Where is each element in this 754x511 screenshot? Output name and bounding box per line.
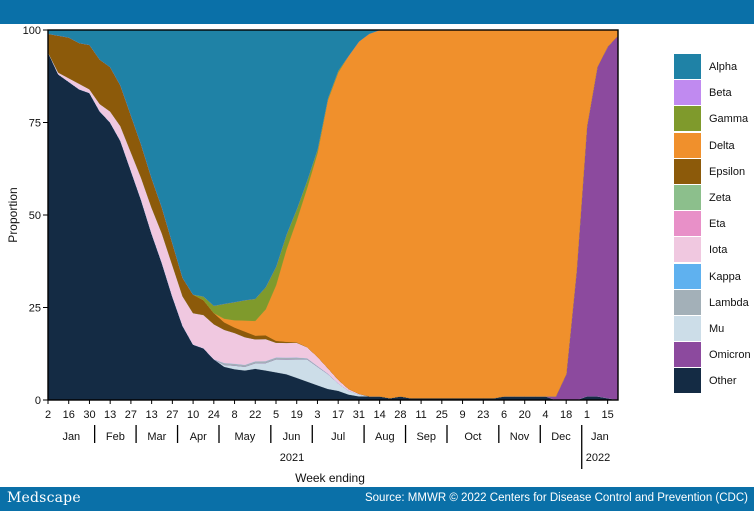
source-credit: Source: MMWR © 2022 Centers for Disease …: [364, 492, 748, 504]
y-tick-label: 100: [23, 25, 41, 37]
month-label: May: [235, 431, 256, 443]
legend-swatch: [674, 132, 701, 158]
month-label: Nov: [510, 431, 530, 443]
x-tick-label: 27: [166, 409, 178, 421]
legend-label: Beta: [709, 87, 732, 100]
x-tick-label: 20: [519, 409, 531, 421]
legend-label: Other: [709, 375, 737, 388]
legend-item-gamma: Gamma: [674, 106, 754, 132]
month-label: Apr: [190, 431, 207, 443]
year-label-2022: 2022: [585, 452, 611, 464]
legend-swatch: [674, 80, 701, 106]
x-tick-label: 11: [415, 409, 426, 421]
x-tick-label: 14: [374, 409, 386, 421]
x-tick-label: 18: [560, 409, 572, 421]
legend-swatch: [674, 315, 701, 341]
y-tick-label: 0: [35, 395, 41, 407]
x-tick-label: 9: [459, 409, 465, 421]
legend-item-omicron: Omicron: [674, 342, 754, 368]
month-label: Mar: [147, 431, 166, 443]
legend-swatch: [674, 342, 701, 368]
x-tick-label: 19: [291, 409, 303, 421]
legend-label: Eta: [709, 218, 726, 231]
y-tick-label: 50: [29, 210, 41, 222]
legend-swatch: [674, 158, 701, 184]
legend-label: Gamma: [709, 113, 749, 126]
month-label: Sep: [416, 431, 436, 443]
x-tick-label: 5: [273, 409, 279, 421]
x-tick-label: 30: [83, 409, 95, 421]
x-tick-label: 28: [394, 409, 406, 421]
x-tick-label: 13: [104, 409, 116, 421]
legend-item-zeta: Zeta: [674, 184, 754, 211]
x-tick-label: 17: [332, 409, 344, 421]
legend-item-kappa: Kappa: [674, 263, 754, 290]
legend-item-other: Other: [674, 368, 754, 394]
x-tick-label: 31: [353, 409, 365, 421]
legend-label: Iota: [709, 244, 728, 257]
legend-swatch: [674, 289, 701, 315]
legend-swatch: [674, 211, 701, 237]
chart-areas: [47, 29, 619, 401]
month-label: Jul: [331, 431, 345, 443]
legend-label: Lambda: [709, 296, 749, 309]
legend-swatch: [674, 368, 701, 394]
x-tick-label: 13: [146, 409, 158, 421]
x-tick-label: 22: [249, 409, 261, 421]
x-tick-label: 6: [501, 409, 507, 421]
legend-item-mu: Mu: [674, 315, 754, 342]
footer-bar: [0, 487, 754, 511]
x-tick-label: 1: [584, 409, 590, 421]
x-tick-label: 24: [208, 409, 220, 421]
x-axis-label: Week ending: [295, 471, 365, 485]
y-tick-label: 75: [29, 118, 41, 130]
legend: Alpha Beta Gamma Delta Epsilon Zeta Eta Iota Kap…: [674, 54, 754, 394]
y-axis: 0 25 50 75 100: [23, 25, 48, 407]
month-label: Feb: [106, 431, 125, 443]
legend-item-lambda: Lambda: [674, 289, 754, 316]
legend-swatch: [674, 263, 701, 289]
legend-item-eta: Eta: [674, 211, 754, 237]
legend-label: Zeta: [709, 191, 732, 204]
legend-label: Epsilon: [709, 165, 746, 178]
legend-item-beta: Beta: [674, 80, 754, 106]
x-tick-label: 23: [477, 409, 489, 421]
year-label-2021: 2021: [279, 452, 305, 464]
legend-label: Mu: [709, 322, 725, 335]
month-label: Jan: [62, 431, 80, 443]
x-tick-label: 27: [125, 409, 137, 421]
x-tick-label: 3: [314, 409, 320, 421]
month-label: Oct: [464, 431, 481, 443]
x-tick-label: 16: [63, 409, 75, 421]
month-label: Aug: [375, 431, 395, 443]
y-axis-label: Proportion: [6, 187, 20, 243]
legend-label: Alpha: [709, 61, 738, 73]
legend-swatch: [674, 184, 701, 210]
x-tick-label: 2: [45, 409, 51, 421]
legend-item-epsilon: Epsilon: [674, 158, 754, 185]
x-tick-label: 15: [602, 409, 614, 421]
x-tick-label: 4: [542, 409, 548, 421]
legend-swatch: [674, 237, 701, 263]
x-tick-label: 25: [436, 409, 448, 421]
legend-swatch: [674, 106, 701, 132]
x-tick-label: 8: [231, 409, 237, 421]
legend-label: Delta: [709, 139, 735, 152]
legend-item-delta: Delta: [674, 132, 754, 159]
legend-swatch: [674, 54, 701, 79]
month-label: Dec: [551, 431, 571, 443]
month-label: Jan: [591, 431, 609, 443]
month-label: Jun: [283, 431, 301, 443]
legend-item-iota: Iota: [674, 237, 754, 263]
y-tick-label: 25: [29, 303, 41, 315]
top-banner: [0, 0, 754, 24]
legend-item-alpha: Alpha: [674, 54, 754, 80]
x-tick-label: 10: [187, 409, 199, 421]
legend-label: Omicron: [709, 349, 751, 362]
x-axis: 2 16 30 13 27 13 27 10 24 8 22 5 19 3 17 31 14 28 11 25 9 23 6…: [45, 400, 614, 469]
medscape-logo: Medscape: [7, 490, 81, 506]
legend-label: Kappa: [709, 270, 741, 283]
